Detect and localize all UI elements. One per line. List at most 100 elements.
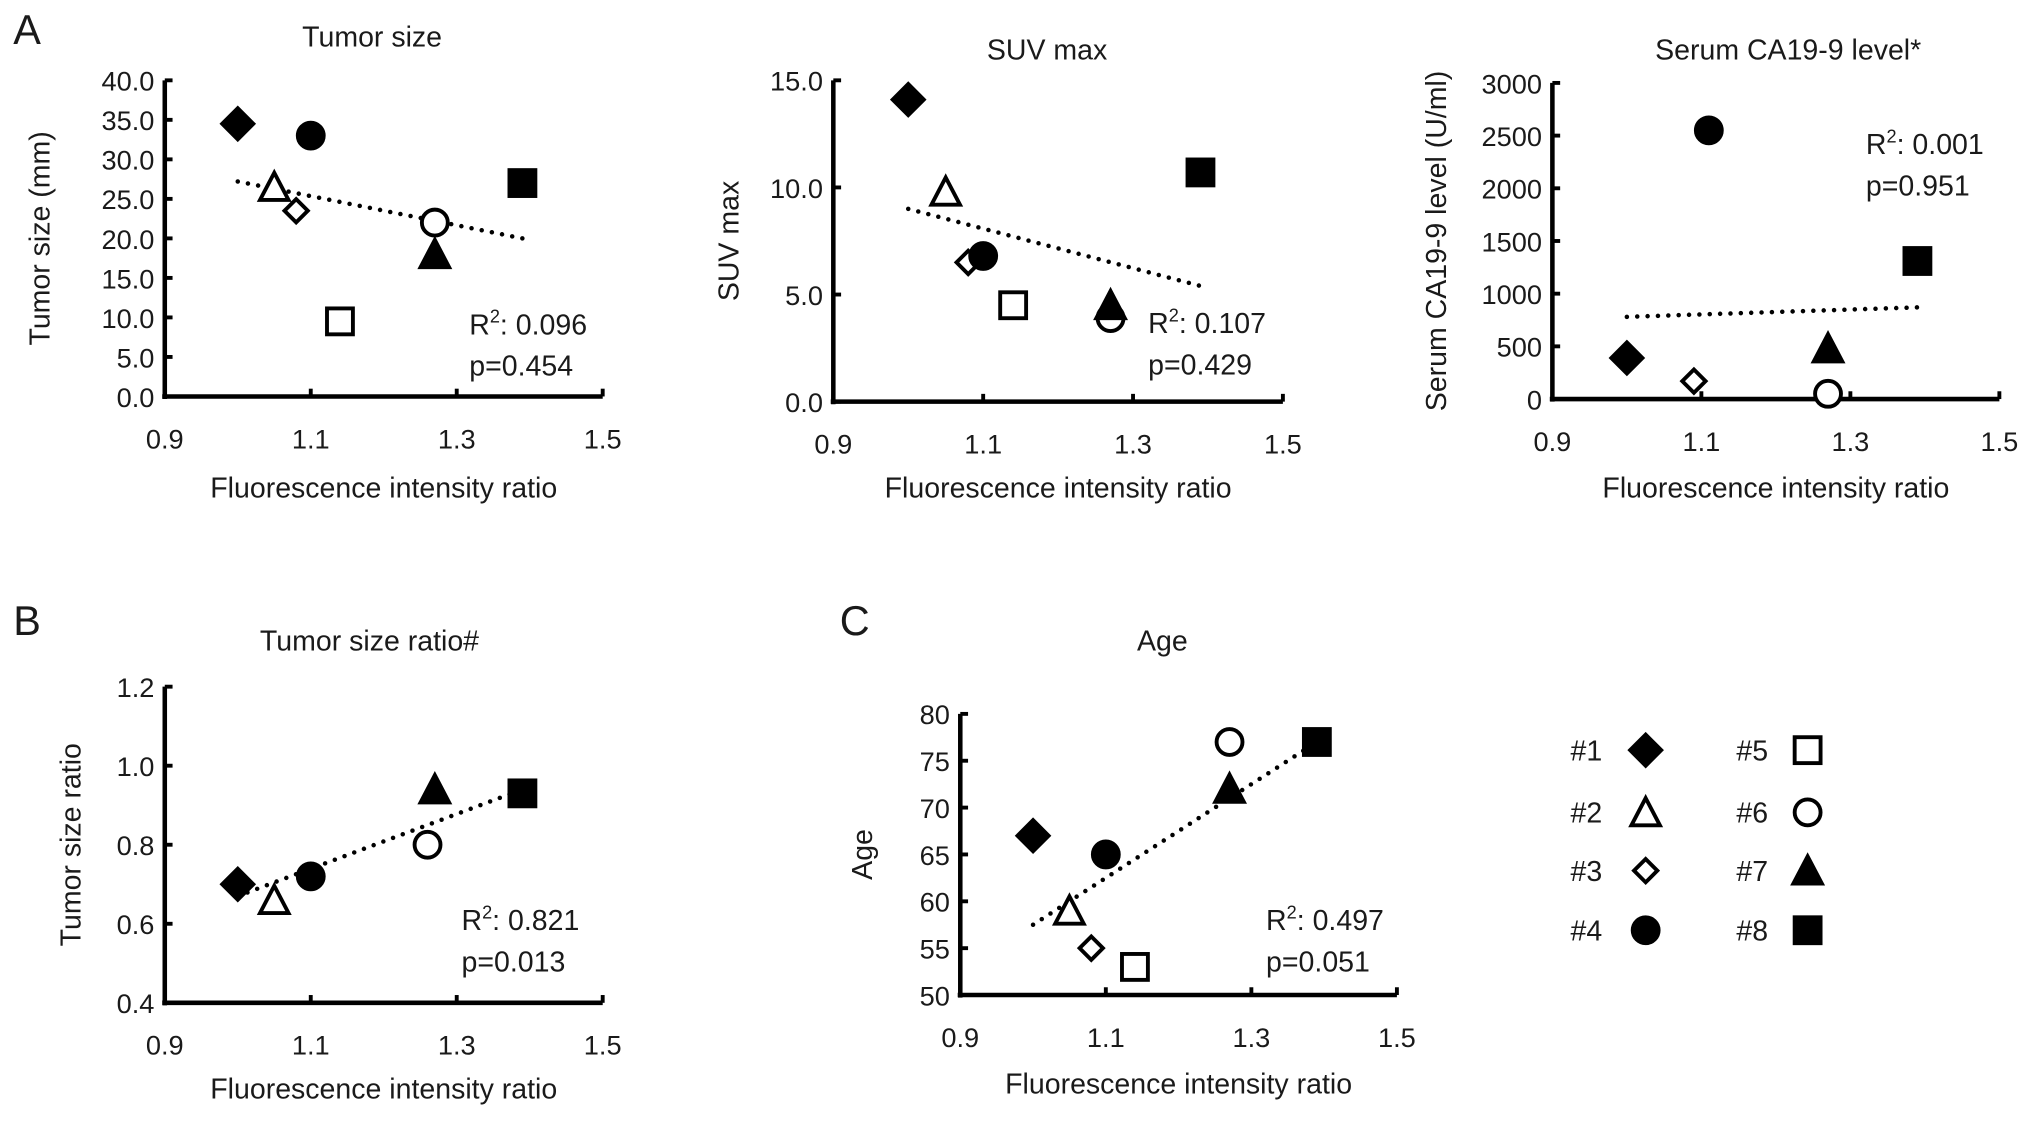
y-tick-label: 2000 [1482,174,1542,205]
y-tick-label: 70 [920,793,950,824]
data-point-6 [1813,378,1843,409]
x-tick-label: 1.1 [292,423,330,454]
x-tick-label: 1.3 [438,1030,476,1061]
r-squared-label: R2: 0.001 [1866,127,1984,162]
panel-label: C [840,597,870,644]
data-point-6 [1214,727,1245,757]
legend-item-4: #4 [1571,915,1661,948]
legend-item-6: #6 [1736,797,1823,830]
trendline [905,206,1203,289]
trendline [1624,305,1920,320]
r2-superscript: 2 [482,903,492,923]
chart-title: Tumor size ratio# [260,625,479,657]
filled-diamond-icon [1627,731,1664,769]
x-tick-label: 1.1 [292,1030,330,1061]
r-squared-label: R2: 0.107 [1148,305,1266,340]
data-point-5 [1120,952,1150,982]
open-circle-icon [1792,797,1823,828]
y-axis-label: Age [847,829,879,880]
y-tick-label: 40.0 [101,66,154,97]
data-point-7 [1212,770,1248,804]
y-tick-label: 1.0 [117,751,155,782]
r2-value: : 0.001 [1897,129,1984,161]
x-tick-label: 1.1 [1087,1022,1125,1053]
r-squared-label: R2: 0.821 [461,903,579,938]
data-point-2 [928,173,964,207]
data-point-1 [219,865,257,903]
legend-label: #7 [1736,856,1768,888]
data-point-8 [507,778,538,809]
r-squared-label: R2: 0.497 [1266,903,1384,938]
r-squared-label: R2: 0.096 [469,307,587,342]
data-point-5 [325,306,355,337]
x-axis-label: Fluorescence intensity ratio [210,473,557,505]
y-tick-label: 25.0 [101,184,154,215]
r2-value: : 0.107 [1179,308,1266,340]
trendline [235,179,525,241]
data-point-2 [1051,892,1087,926]
x-tick-label: 1.3 [1232,1022,1270,1053]
data-point-4 [968,241,999,271]
data-point-3 [1076,933,1106,963]
x-axis-label: Fluorescence intensity ratio [1602,473,1949,505]
x-tick-label: 0.9 [814,428,852,459]
filled-circle-icon [1630,915,1661,946]
filled-square-icon [1792,915,1823,946]
y-tick-label: 75 [920,746,950,777]
open-square-icon [1792,735,1823,766]
data-point-7 [1810,330,1846,364]
legend-label: #1 [1571,736,1603,768]
y-tick-label: 60 [920,887,950,918]
r2-prefix: R [1266,905,1287,937]
x-tick-label: 1.3 [438,423,476,454]
open-triangle-icon [1628,793,1664,828]
data-point-2 [256,168,292,202]
r2-value: : 0.096 [500,309,587,341]
y-tick-label: 15.0 [770,66,823,97]
y-axis-label: SUV max [714,181,746,301]
x-tick-label: 1.5 [1378,1022,1416,1053]
y-tick-label: 65 [920,840,950,871]
y-tick-label: 0.8 [117,830,155,861]
y-tick-label: 20.0 [101,224,154,255]
data-point-4 [295,120,326,151]
r2-prefix: R [469,309,490,341]
x-tick-label: 1.1 [1682,426,1720,457]
r2-value: : 0.821 [492,905,579,937]
y-tick-label: 3000 [1482,68,1542,99]
legend-item-3: #3 [1571,856,1661,888]
panel-3: Serum CA19-9 level* 0 500 1000 1500 2000 2500 3… [1421,35,2018,505]
data-point-8 [1185,157,1216,188]
r2-prefix: R [1148,308,1169,340]
open-diamond-icon [1631,856,1661,886]
y-tick-label: 0 [1527,384,1542,415]
data-point-2 [256,881,292,915]
data-point-1 [1014,817,1052,855]
x-axis-label: Fluorescence intensity ratio [210,1074,557,1106]
p-value-label: p=0.051 [1266,947,1370,979]
y-tick-label: 30.0 [101,145,154,176]
data-point-3 [1679,366,1709,396]
legend-label: #8 [1736,916,1768,948]
y-tick-label: 1000 [1482,279,1542,310]
chart-title: Tumor size [302,22,442,54]
x-tick-label: 1.5 [584,423,622,454]
x-tick-label: 1.3 [1831,426,1869,457]
data-point-8 [507,168,538,198]
panel-label: B [13,597,41,644]
data-point-1 [889,81,927,118]
data-point-6 [412,829,443,860]
r2-superscript: 2 [490,307,500,327]
r2-superscript: 2 [1169,305,1179,325]
panel-label: A [13,6,41,53]
data-point-4 [1090,839,1121,870]
y-tick-label: 35.0 [101,105,154,136]
panel-5: C Age 50 55 60 65 70 75 80 0.9 1.1 1.3 1.5 Fluorescen… [840,597,1416,1101]
legend-item-5: #5 [1736,735,1823,768]
data-point-3 [281,196,311,226]
r2-superscript: 2 [1287,903,1297,923]
x-tick-label: 0.9 [146,1030,184,1061]
x-tick-label: 0.9 [146,423,184,454]
legend-label: #6 [1736,798,1768,830]
data-point-7 [417,235,453,270]
